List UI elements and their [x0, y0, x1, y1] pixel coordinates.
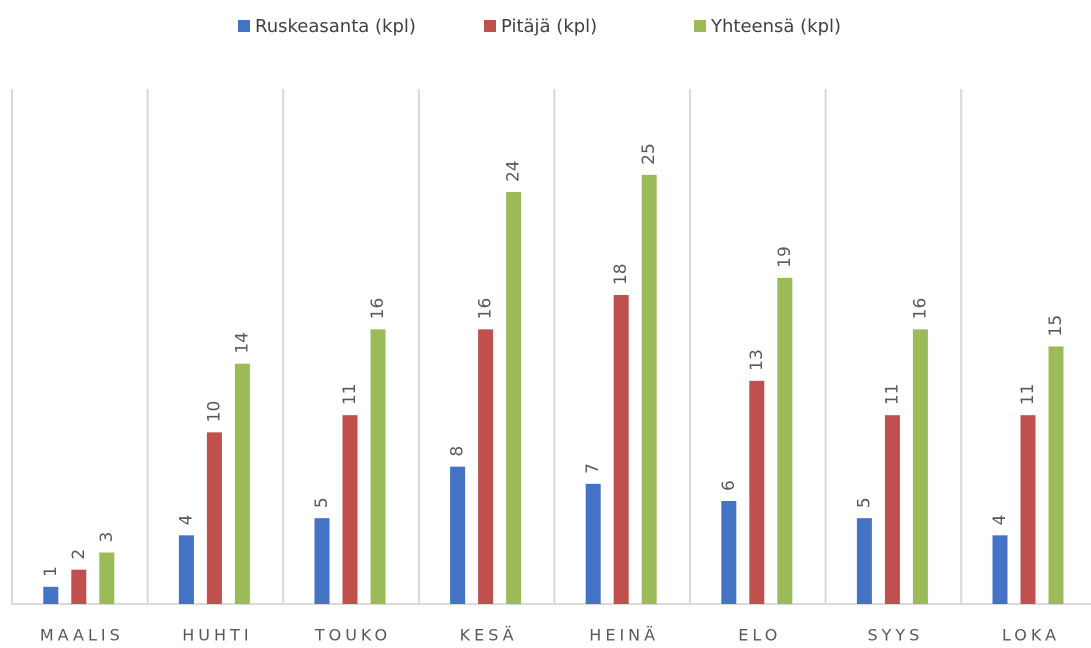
x-tick-label: HUHTI: [182, 626, 252, 645]
data-label: 4: [176, 515, 196, 526]
bar: [1020, 415, 1036, 604]
x-tick-label: KESÄ: [460, 626, 518, 645]
data-label: 16: [368, 298, 388, 320]
data-label: 2: [69, 549, 89, 560]
legend-swatch: [484, 20, 496, 32]
bar: [641, 174, 657, 605]
legend-label: Yhteensä (kpl): [710, 16, 841, 37]
legend-label: Ruskeasanta (kpl): [255, 16, 416, 37]
data-label: 15: [1046, 315, 1066, 337]
x-tick-label: MAALIS: [40, 626, 124, 645]
bar: [992, 535, 1008, 604]
data-label: 18: [611, 263, 631, 285]
bar: [721, 501, 737, 604]
bar: [71, 569, 87, 604]
bar: [506, 192, 522, 604]
x-tick-label: TOUKO: [314, 626, 391, 645]
x-tick-label: LOKA: [1002, 626, 1060, 645]
data-label: 16: [910, 298, 930, 320]
data-label: 13: [747, 349, 767, 371]
legend-label: Pitäjä (kpl): [501, 16, 597, 37]
data-label: 6: [719, 480, 739, 491]
bar: [314, 518, 330, 604]
x-tick-label: ELO: [738, 626, 781, 645]
bar: [478, 329, 494, 604]
bar: [43, 586, 59, 604]
data-label: 16: [476, 298, 496, 320]
bar: [884, 415, 900, 604]
x-tick-label: SYYS: [867, 626, 923, 645]
bar: [1048, 346, 1064, 604]
bar: [450, 466, 466, 604]
data-label: 11: [340, 384, 360, 406]
data-label: 11: [1018, 384, 1038, 406]
data-label: 5: [854, 497, 874, 508]
bar: [178, 535, 194, 604]
bar: [856, 518, 872, 604]
data-label: 24: [504, 160, 524, 182]
data-label: 19: [775, 246, 795, 268]
data-label: 5: [312, 497, 332, 508]
bar: [342, 415, 358, 604]
data-label: 11: [882, 384, 902, 406]
bar: [206, 432, 222, 604]
bar: [234, 363, 250, 604]
x-tick-label: HEINÄ: [589, 626, 659, 645]
bar: [777, 277, 793, 604]
bar: [749, 380, 765, 604]
data-label: 1: [41, 566, 61, 577]
data-label: 10: [204, 401, 224, 423]
bar: [585, 483, 601, 604]
legend-swatch: [238, 20, 250, 32]
data-label: 25: [639, 143, 659, 165]
data-label: 7: [583, 463, 603, 474]
data-label: 14: [232, 332, 252, 354]
bar: [99, 552, 115, 604]
bar: [370, 329, 386, 604]
legend-swatch: [694, 20, 706, 32]
data-label: 3: [97, 532, 117, 543]
bar: [912, 329, 928, 604]
bar: [613, 295, 629, 604]
data-label: 8: [448, 446, 468, 457]
data-label: 4: [990, 515, 1010, 526]
